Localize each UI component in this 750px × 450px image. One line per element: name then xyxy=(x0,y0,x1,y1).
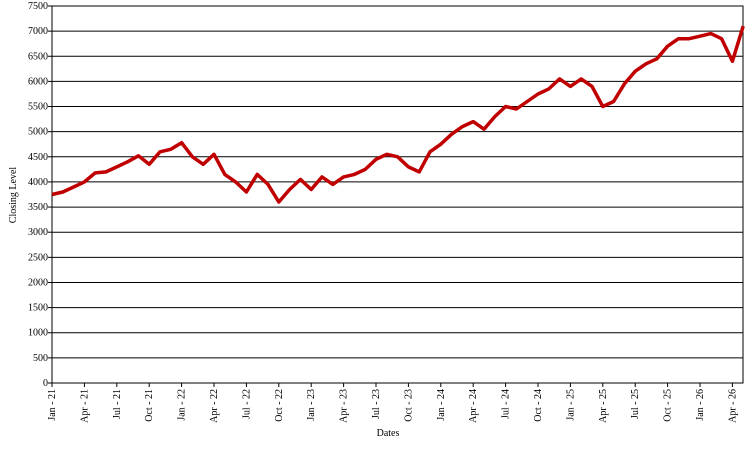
y-tick-label: 2000 xyxy=(28,277,48,288)
y-tick-label: 1500 xyxy=(28,303,48,314)
y-axis-label: Closing Level xyxy=(8,167,19,224)
x-tick-label: Apr - 26 xyxy=(727,389,738,423)
x-tick-label: Jul - 21 xyxy=(112,389,123,419)
x-tick-label: Jan - 24 xyxy=(436,389,447,421)
x-tick-label: Oct - 25 xyxy=(663,389,674,422)
x-tick-label: Apr - 23 xyxy=(339,389,350,423)
x-tick-label: Apr - 24 xyxy=(468,389,479,423)
x-tick-label: Jan - 23 xyxy=(306,389,317,421)
y-tick-label: 7000 xyxy=(28,26,48,37)
x-tick-label: Oct - 21 xyxy=(144,389,155,422)
y-tick-label: 7500 xyxy=(28,1,48,12)
x-tick-label: Apr - 21 xyxy=(79,389,90,423)
x-tick-label: Oct - 23 xyxy=(403,389,414,422)
y-tick-label: 3500 xyxy=(28,202,48,213)
series-line xyxy=(51,25,745,204)
y-tick-label: 5000 xyxy=(28,127,48,138)
x-tick-label: Jan - 21 xyxy=(47,389,58,421)
x-tick-label: Jul - 23 xyxy=(371,389,382,419)
x-axis-label: Dates xyxy=(377,428,400,439)
y-tick-label: 3000 xyxy=(28,227,48,238)
x-tick-label: Apr - 22 xyxy=(209,389,220,423)
x-tick-label: Jul - 24 xyxy=(501,389,512,419)
x-tick-label: Jul - 22 xyxy=(241,389,252,419)
y-tick-label: 500 xyxy=(33,353,48,364)
x-tick-label: Oct - 24 xyxy=(533,389,544,422)
x-tick-label: Jul - 25 xyxy=(630,389,641,419)
y-tick-label: 6500 xyxy=(28,51,48,62)
x-tick-label: Jan - 26 xyxy=(695,389,706,421)
y-tick-label: 5500 xyxy=(28,102,48,113)
y-tick-label: 2500 xyxy=(28,252,48,263)
plot-frame xyxy=(51,5,744,384)
x-tick-label: Oct - 22 xyxy=(274,389,285,422)
x-tick-label: Jan - 25 xyxy=(565,389,576,421)
y-tick-label: 4000 xyxy=(28,177,48,188)
y-tick-label: 4500 xyxy=(28,152,48,163)
x-tick-label: Jan - 22 xyxy=(177,389,188,421)
y-tick-label: 6000 xyxy=(28,76,48,87)
y-tick-label: 0 xyxy=(43,378,48,389)
y-tick-label: 1000 xyxy=(28,328,48,339)
x-tick-label: Apr - 25 xyxy=(598,389,609,423)
